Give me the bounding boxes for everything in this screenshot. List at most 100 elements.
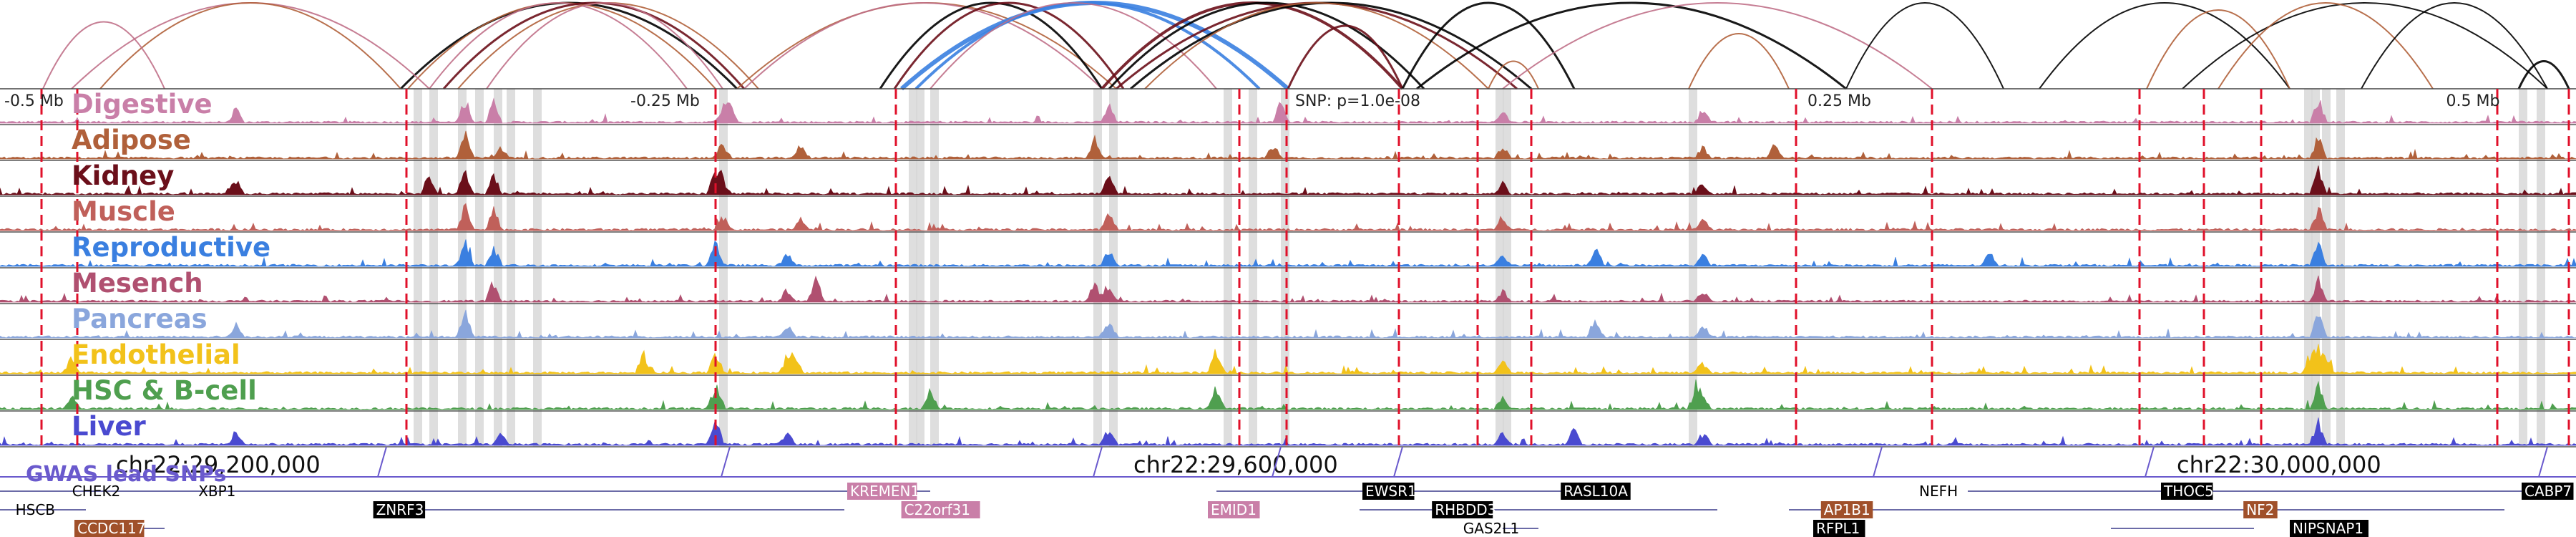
gwas-snp-tick-0 — [377, 446, 387, 478]
gene-label: NIPSNAP1 — [2293, 520, 2363, 537]
loop-arc-19 — [1401, 1, 1576, 90]
gene-nefh: NEFH — [1919, 483, 1958, 500]
gene-label: RASL10A — [1563, 483, 1628, 500]
gene-label: ZNRF3 — [376, 501, 424, 518]
track-kidney — [0, 165, 2576, 197]
track-digestive — [0, 97, 2576, 125]
track-signal — [0, 379, 2576, 410]
gene-nipsnap1: NIPSNAP1 — [2290, 520, 2368, 537]
gwas-snp-tick-5 — [1873, 446, 1883, 478]
gene-label-box — [847, 483, 917, 500]
loop-arc-23 — [1688, 33, 1790, 90]
track-signal — [0, 97, 2576, 124]
loop-arc-32 — [42, 21, 165, 90]
track-reproductive — [0, 239, 2576, 268]
gene-label: XBP1 — [198, 483, 235, 500]
track-muscle — [0, 203, 2576, 233]
loop-arc-3 — [442, 1, 746, 90]
loop-arc-5 — [486, 2, 723, 90]
offset-label-2: 0.25 Mb — [1807, 92, 1871, 110]
track-label-6: Pancreas — [72, 304, 208, 334]
loop-arc-20 — [1416, 1, 1847, 90]
track-signal — [0, 309, 2576, 339]
track-signal — [0, 239, 2576, 267]
gene-rhbdd3: RHBDD3 — [1432, 501, 1496, 518]
gene-label: CCDC117 — [77, 520, 145, 537]
offset-label-0: -0.5 Mb — [4, 92, 64, 110]
gene-ewsr1: EWSR1 — [1362, 483, 1417, 500]
gene-hscb: HSCB — [16, 501, 55, 518]
gene-label-box — [2290, 520, 2368, 537]
gene-label: NF2 — [2246, 501, 2274, 518]
variant-markers — [40, 89, 2570, 447]
gene-ccdc117: CCDC117 — [74, 520, 145, 537]
gene-nf2: NF2 — [2243, 501, 2278, 518]
gene-label: RFPL1 — [1816, 520, 1860, 537]
track-label-8: HSC & B-cell — [72, 375, 257, 406]
gene-label-box — [2161, 483, 2213, 500]
gene-label-box — [373, 501, 426, 518]
gene-rasl10a: RASL10A — [1561, 483, 1631, 500]
gene-label: CABP7 — [2524, 483, 2572, 500]
track-pancreas — [0, 309, 2576, 340]
loop-arc-33 — [2517, 60, 2570, 90]
gwas-snp-tick-7 — [2538, 446, 2548, 478]
track-signal — [0, 344, 2576, 374]
gene-xbp1: XBP1 — [198, 483, 235, 500]
genome-coordinate-0: chr22:29,200,000 — [116, 451, 321, 478]
highlight-regions — [414, 89, 2545, 447]
track-label-9: Liver — [72, 411, 146, 442]
track-signal — [0, 165, 2576, 195]
track-label-2: Kidney — [72, 160, 174, 191]
chromatin-loop-arcs — [42, 1, 2570, 91]
signal-tracks — [0, 88, 2576, 448]
track-signal — [0, 417, 2576, 446]
track-label-7: Endothelial — [72, 339, 240, 370]
track-liver — [0, 417, 2576, 448]
gene-label-box — [2522, 483, 2574, 500]
gene-label: THOC5 — [2163, 483, 2214, 500]
track-label-4: Reproductive — [72, 232, 270, 263]
loop-arc-21 — [1488, 60, 1539, 90]
gene-label: AP1B1 — [1824, 501, 1870, 518]
track-labels: Digestive Adipose Kidney Muscle Reproductive… — [4, 89, 2499, 442]
snp-pvalue-label: SNP: p=1.0e-08 — [1295, 92, 1420, 110]
track-signal — [0, 130, 2576, 160]
gene-label-box — [1561, 483, 1631, 500]
loop-arc-10 — [900, 1, 1289, 91]
loop-arc-22 — [1502, 2, 1933, 90]
track-adipose — [0, 130, 2576, 161]
gene-label: KREMEN1 — [850, 483, 919, 500]
gene-label: HSCB — [16, 501, 55, 518]
gene-label: RHBDD3 — [1435, 501, 1496, 518]
gwas-snp-tick-2 — [1093, 446, 1103, 478]
track-label-0: Digestive — [72, 89, 213, 120]
loop-arc-12 — [930, 2, 1217, 90]
gwas-track-label: GWAS lead SNPs — [26, 462, 226, 487]
loop-arc-29 — [2361, 2, 2548, 90]
gene-thoc5: THOC5 — [2161, 483, 2214, 500]
loop-arc-7 — [743, 2, 1103, 90]
loop-arc-25 — [2039, 2, 2290, 90]
offset-label-1: -0.25 Mb — [630, 92, 700, 110]
gene-gas2l1: GAS2L1 — [1463, 520, 1519, 537]
gene-c22orf31: C22orf31 — [901, 501, 980, 518]
gene-label: C22orf31 — [904, 501, 970, 518]
gene-label: NEFH — [1919, 483, 1958, 500]
track-endothelial — [0, 344, 2576, 376]
gwas-snp-tick-4 — [1393, 446, 1403, 478]
gene-label-box — [74, 520, 145, 537]
track-label-1: Adipose — [72, 125, 191, 155]
gene-chek2: CHEK2 — [72, 483, 120, 500]
loop-arc-30 — [71, 2, 430, 90]
track-label-5: Mesench — [72, 268, 203, 299]
track-signal — [0, 203, 2576, 231]
gene-label: GAS2L1 — [1463, 520, 1519, 537]
gene-znrf3: ZNRF3 — [373, 501, 426, 518]
gene-label-box — [1432, 501, 1493, 518]
gene-label-box — [1362, 483, 1415, 500]
gene-label-box — [901, 501, 980, 518]
gene-rfpl1: RFPL1 — [1813, 520, 1865, 537]
loop-arc-26 — [2146, 9, 2290, 90]
